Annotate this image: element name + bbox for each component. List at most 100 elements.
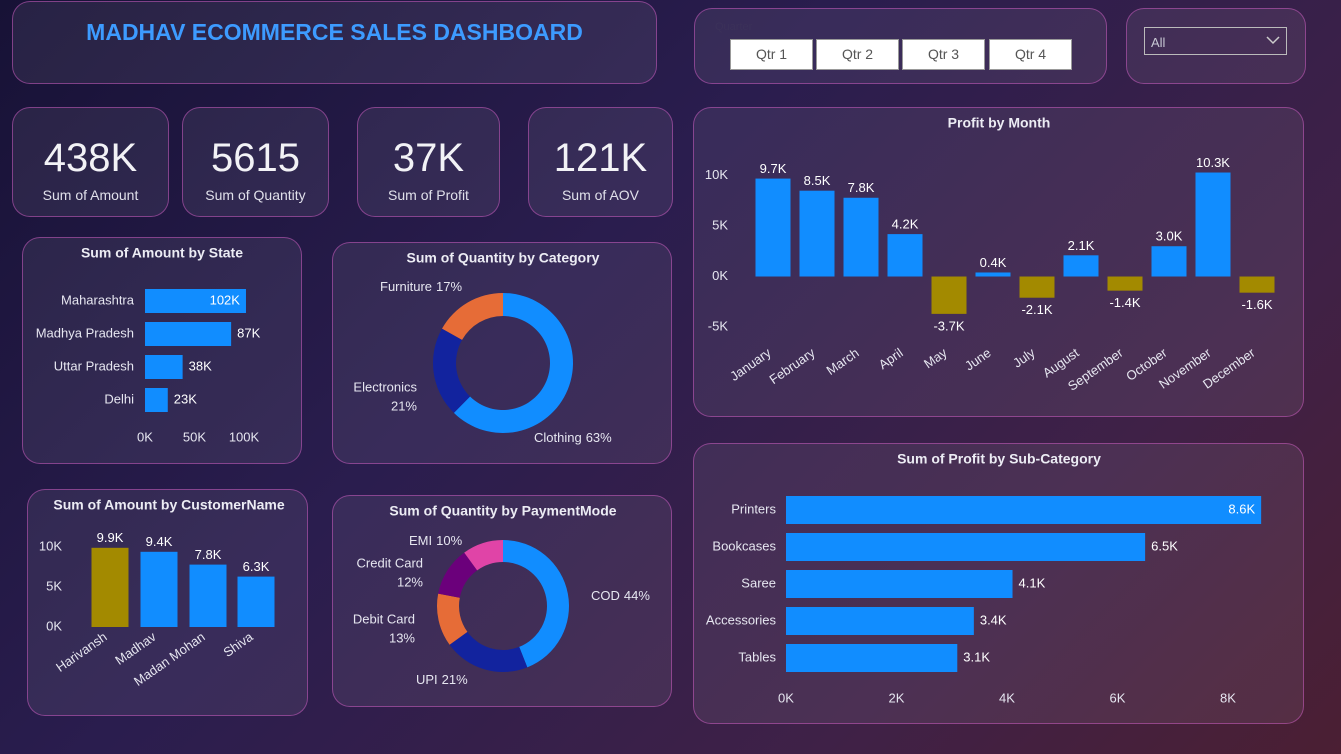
bar bbox=[843, 197, 879, 277]
bar bbox=[145, 322, 232, 346]
slice-label: Credit Card bbox=[357, 555, 423, 570]
slice-value-label: 17% bbox=[436, 279, 462, 294]
chart-panel bbox=[22, 237, 302, 464]
x-tick-label: 2K bbox=[889, 690, 905, 705]
quarter-button[interactable]: Qtr 2 bbox=[816, 39, 899, 70]
data-label: -1.6K bbox=[1241, 297, 1272, 312]
kpi-card: 121K Sum of AOV bbox=[528, 107, 673, 217]
donut-slice bbox=[437, 593, 468, 645]
x-tick-label: 50K bbox=[183, 429, 206, 444]
data-label: 3.1K bbox=[963, 649, 990, 664]
bar bbox=[145, 289, 246, 313]
slicer-label: Quarter bbox=[715, 21, 753, 33]
chart-title: Sum of Quantity by PaymentMode bbox=[389, 503, 616, 519]
bar bbox=[1239, 276, 1275, 293]
data-label: 23K bbox=[174, 391, 197, 406]
kpi-label: Sum of Quantity bbox=[205, 187, 306, 203]
data-label: 6.5K bbox=[1151, 538, 1178, 553]
data-label: 87K bbox=[237, 325, 260, 340]
y-tick-label: 10K bbox=[39, 538, 62, 553]
data-label: 2.1K bbox=[1068, 238, 1095, 253]
category-label: Delhi bbox=[104, 391, 134, 406]
slice-value-label: 21% bbox=[391, 398, 417, 413]
x-tick-label: April bbox=[876, 345, 906, 372]
kpi-value: 438K bbox=[43, 136, 138, 180]
dropdown[interactable]: All bbox=[1144, 27, 1287, 55]
data-label: 3.0K bbox=[1156, 229, 1183, 244]
bar bbox=[1019, 276, 1055, 298]
kpi-card: 37K Sum of Profit bbox=[357, 107, 500, 217]
donut-slice bbox=[453, 293, 573, 434]
slice-value-label: 12% bbox=[397, 574, 423, 589]
data-label: 8.6K bbox=[1228, 501, 1255, 516]
bar bbox=[887, 234, 923, 277]
category-label: Accessories bbox=[706, 612, 777, 627]
quarter-button[interactable]: Qtr 4 bbox=[989, 39, 1072, 70]
bar bbox=[786, 533, 1146, 561]
y-tick-label: 5K bbox=[46, 578, 62, 593]
donut-slice bbox=[438, 552, 478, 598]
x-tick-label: February bbox=[766, 345, 818, 387]
slice-name: UPI bbox=[416, 672, 438, 687]
slice-value-label: 21% bbox=[442, 672, 468, 687]
slice-label: Clothing 63% bbox=[534, 430, 612, 445]
data-label: 10.3K bbox=[1196, 155, 1230, 170]
x-tick-label: January bbox=[727, 345, 774, 384]
quarter-button[interactable]: Qtr 3 bbox=[902, 39, 985, 70]
data-label: 7.8K bbox=[848, 180, 875, 195]
slice-name: EMI bbox=[409, 533, 432, 548]
y-tick-label: 5K bbox=[712, 217, 728, 232]
x-tick-label: March bbox=[823, 345, 861, 378]
bar bbox=[1107, 276, 1143, 291]
category-label: Uttar Pradesh bbox=[54, 358, 134, 373]
quarter-button[interactable]: Qtr 1 bbox=[730, 39, 813, 70]
x-tick-label: 8K bbox=[1220, 690, 1236, 705]
slice-value-label: 63% bbox=[586, 430, 612, 445]
data-label: 8.5K bbox=[804, 173, 831, 188]
category-label: Tables bbox=[738, 649, 776, 664]
bar bbox=[140, 551, 178, 627]
data-label: 4.1K bbox=[1019, 575, 1046, 590]
bar bbox=[145, 355, 183, 379]
bar bbox=[755, 178, 791, 277]
bar bbox=[799, 190, 835, 277]
x-tick-label: 4K bbox=[999, 690, 1015, 705]
data-label: 0.4K bbox=[980, 255, 1007, 270]
category-label: Printers bbox=[731, 501, 776, 516]
x-tick-label: Shiva bbox=[220, 629, 256, 660]
y-tick-label: 0K bbox=[46, 618, 62, 633]
bar bbox=[975, 272, 1011, 277]
kpi-card: 5615 Sum of Quantity bbox=[182, 107, 329, 217]
kpi-value: 37K bbox=[392, 136, 465, 180]
donut-slice bbox=[464, 540, 503, 571]
kpi-value: 5615 bbox=[211, 136, 300, 180]
category-label: Maharashtra bbox=[61, 292, 135, 307]
bar bbox=[931, 276, 967, 314]
donut-slice bbox=[442, 293, 503, 340]
x-tick-label: Harivansh bbox=[53, 629, 110, 675]
data-label: 38K bbox=[189, 358, 212, 373]
bar bbox=[189, 564, 227, 627]
dropdown-value: All bbox=[1151, 35, 1166, 50]
x-tick-label: 0K bbox=[778, 690, 794, 705]
category-label: Saree bbox=[741, 575, 776, 590]
chart-title: Sum of Quantity by Category bbox=[407, 250, 600, 266]
bar bbox=[1063, 255, 1099, 277]
data-label: 102K bbox=[210, 292, 241, 307]
dropdown-arrow bbox=[1266, 36, 1280, 45]
bar bbox=[145, 388, 168, 412]
chart-title: Sum of Amount by CustomerName bbox=[53, 497, 284, 513]
bar bbox=[786, 607, 974, 635]
x-tick-label: June bbox=[962, 345, 994, 373]
x-tick-label: 100K bbox=[229, 429, 260, 444]
data-label: -2.1K bbox=[1021, 302, 1052, 317]
bar bbox=[786, 496, 1262, 524]
slice-label: Debit Card bbox=[353, 611, 415, 626]
data-label: 9.9K bbox=[97, 530, 124, 545]
category-label: Madhya Pradesh bbox=[36, 325, 134, 340]
category-label: Bookcases bbox=[712, 538, 776, 553]
slice-value-label: 10% bbox=[436, 533, 462, 548]
data-label: -1.4K bbox=[1109, 295, 1140, 310]
y-tick-label: -5K bbox=[708, 318, 729, 333]
